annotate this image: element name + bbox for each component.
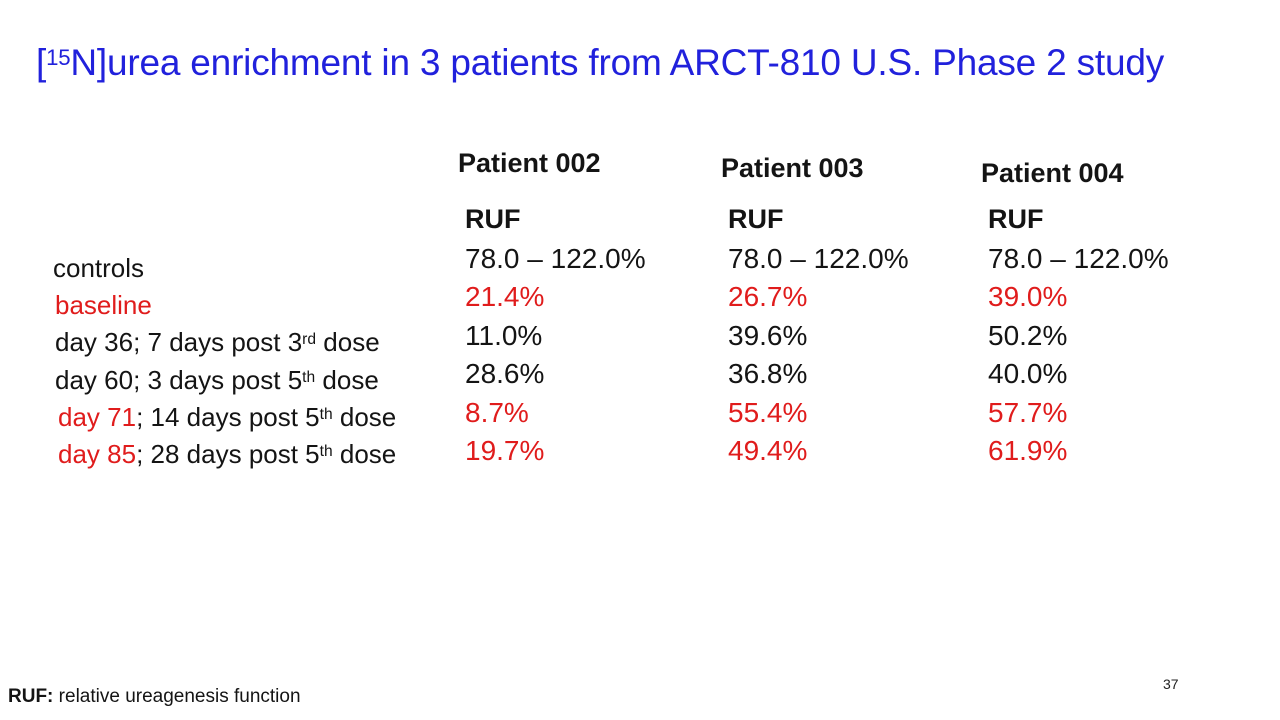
- row-label-controls: controls: [53, 255, 144, 281]
- row-label-text: dose: [316, 327, 380, 357]
- patient-column-header: Patient 002: [458, 148, 601, 178]
- day36-value: 39.6%: [728, 320, 808, 351]
- baseline-value: 21.4%: [465, 281, 545, 312]
- day71-value: 55.4%: [728, 397, 808, 428]
- ruf-label: RUF: [465, 204, 521, 234]
- title-text: N]urea enrichment in 3 patients from ARC…: [70, 42, 1164, 83]
- row-label-day60: day 60; 3 days post 5th dose: [55, 367, 379, 393]
- row-label-text: dose: [332, 439, 397, 469]
- row-label-highlight: day 85: [58, 439, 137, 469]
- ordinal-superscript: th: [319, 442, 333, 460]
- ordinal-superscript: th: [319, 405, 333, 423]
- patient-004-column: Patient 004 RUF 78.0 – 122.0% 39.0% 50.2…: [981, 150, 1241, 500]
- row-label-day71: day 71; 14 days post 5th dose: [58, 404, 396, 430]
- day71-value: 57.7%: [988, 397, 1068, 428]
- day36-value: 50.2%: [988, 320, 1068, 351]
- day85-value: 19.7%: [465, 435, 545, 466]
- patient-column-header: Patient 004: [981, 158, 1124, 188]
- slide-title: [15N]urea enrichment in 3 patients from …: [36, 42, 1164, 84]
- control-range-value: 78.0 – 122.0%: [728, 243, 909, 274]
- control-range-value: 78.0 – 122.0%: [465, 243, 646, 274]
- day85-value: 61.9%: [988, 435, 1068, 466]
- patient-003-column: Patient 003 RUF 78.0 – 122.0% 26.7% 39.6…: [721, 150, 981, 500]
- day71-value: 8.7%: [465, 397, 529, 428]
- row-label-text: dose: [315, 365, 379, 395]
- baseline-value: 26.7%: [728, 281, 808, 312]
- row-label-text: day 60; 3 days post 5: [55, 365, 303, 395]
- control-range-value: 78.0 – 122.0%: [988, 243, 1169, 274]
- title-bracket: [: [36, 42, 47, 83]
- day36-value: 11.0%: [465, 320, 543, 351]
- footnote-definition: relative ureagenesis function: [53, 686, 301, 707]
- patient-002-column: Patient 002 RUF 78.0 – 122.0% 21.4% 11.0…: [458, 150, 718, 500]
- title-superscript-15: 15: [46, 45, 71, 71]
- day60-value: 40.0%: [988, 358, 1068, 389]
- row-label-baseline: baseline: [55, 292, 152, 318]
- day60-value: 36.8%: [728, 358, 808, 389]
- row-label-text: day 36; 7 days post 3: [55, 327, 303, 357]
- ordinal-superscript: th: [302, 368, 316, 386]
- patient-column-header: Patient 003: [721, 153, 864, 183]
- row-label-day36: day 36; 7 days post 3rd dose: [55, 329, 380, 355]
- row-label-text: ; 14 days post 5: [136, 402, 320, 432]
- row-label-text: ; 28 days post 5: [136, 439, 320, 469]
- row-label-text: baseline: [55, 290, 152, 320]
- footnote-abbreviation: RUF:: [8, 686, 54, 707]
- row-label-text: dose: [332, 402, 397, 432]
- ordinal-superscript: rd: [302, 330, 317, 348]
- ruf-label: RUF: [728, 204, 784, 234]
- row-label-highlight: day 71: [58, 402, 137, 432]
- ruf-footnote: RUF: relative ureagenesis function: [8, 686, 301, 709]
- row-label-day85: day 85; 28 days post 5th dose: [58, 441, 396, 467]
- row-label-text: controls: [53, 253, 145, 283]
- day85-value: 49.4%: [728, 435, 808, 466]
- slide-page-number: 37: [1163, 676, 1179, 692]
- baseline-value: 39.0%: [988, 281, 1068, 312]
- day60-value: 28.6%: [465, 358, 545, 389]
- ruf-label: RUF: [988, 204, 1044, 234]
